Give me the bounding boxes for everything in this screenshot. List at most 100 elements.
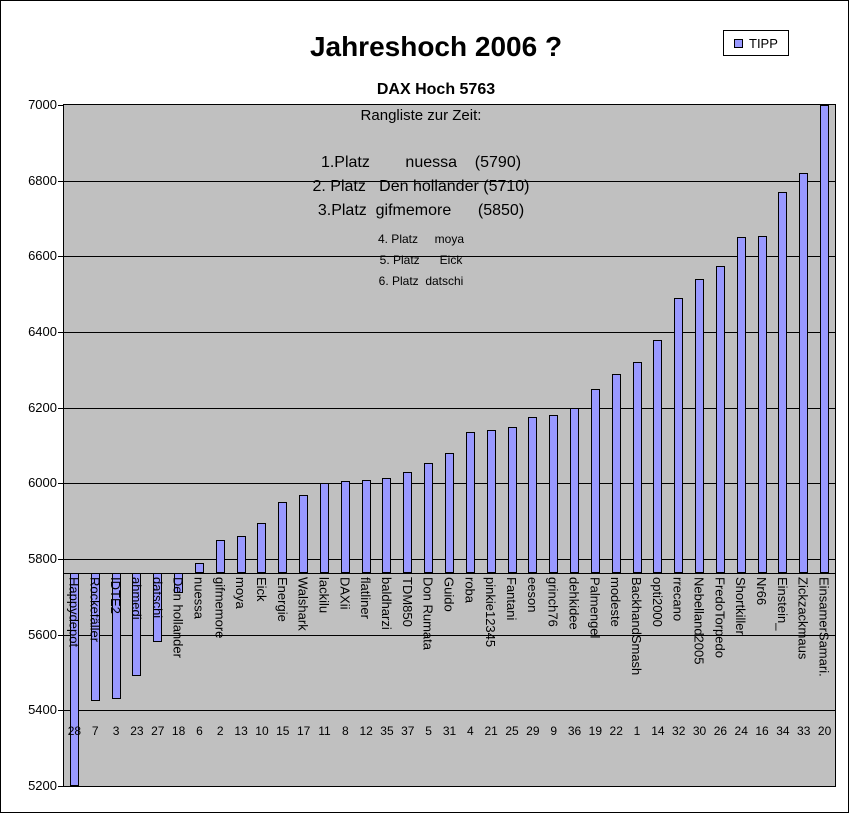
category-number: 9 xyxy=(550,724,558,738)
legend-swatch-icon xyxy=(734,38,743,48)
category-label: grinch76 xyxy=(545,576,561,627)
category-number: 33 xyxy=(797,724,811,738)
category-label: Shortkiller xyxy=(733,576,749,635)
bar xyxy=(736,237,746,573)
ranking-heading: Rangliste zur Zeit: xyxy=(360,107,482,124)
bar xyxy=(590,388,600,573)
category-label: roba xyxy=(462,576,478,604)
category-label: TDM850 xyxy=(399,576,415,627)
category-number: 5 xyxy=(425,724,432,738)
category-number: 22 xyxy=(609,724,623,738)
category-label: Happydepot xyxy=(66,576,82,648)
gridline xyxy=(64,180,835,182)
bar xyxy=(778,192,788,573)
bar xyxy=(715,265,725,573)
y-axis-label: 5800 xyxy=(28,551,57,566)
category-label: moya xyxy=(233,576,249,609)
category-number: 28 xyxy=(67,724,82,738)
y-axis-label: 6600 xyxy=(28,248,57,264)
category-label: flatliner xyxy=(358,576,374,619)
category-number: 6 xyxy=(196,724,203,738)
y-axis-label: 7000 xyxy=(28,97,57,112)
category-number: 26 xyxy=(713,724,728,738)
category-number: 30 xyxy=(692,724,707,738)
category-number: 8 xyxy=(341,724,349,738)
category-number: 29 xyxy=(526,724,540,738)
y-axis-label: 6800 xyxy=(28,172,57,188)
category-number: 15 xyxy=(276,724,290,738)
category-label: Walshark xyxy=(295,576,311,631)
category-number: 16 xyxy=(755,724,769,738)
category-label: Nr66 xyxy=(754,576,770,606)
category-number: 17 xyxy=(296,724,311,738)
category-number: 34 xyxy=(776,724,790,738)
category-number: 13 xyxy=(234,724,248,738)
ranking-line-4: 4. Platz moya xyxy=(377,232,465,246)
category-number: 20 xyxy=(817,724,832,738)
y-axis-label: 6400 xyxy=(28,324,57,339)
category-number: 4 xyxy=(466,724,474,738)
chart-subtitle: DAX Hoch 5763 xyxy=(376,81,496,98)
category-label: Nebelland2005 xyxy=(691,576,707,665)
y-axis-tick xyxy=(58,105,63,106)
category-number: 10 xyxy=(255,724,269,738)
y-axis-tick xyxy=(58,786,63,787)
category-label: dehkidee xyxy=(566,576,582,630)
category-label: Fantani xyxy=(504,576,519,621)
category-number: 3 xyxy=(112,724,120,738)
category-axis-line xyxy=(64,572,835,574)
bar xyxy=(132,572,142,677)
category-label: datschi xyxy=(149,576,165,619)
ranking-line-3: 3.Platz gifmemore (5850) xyxy=(317,202,525,219)
category-number: 36 xyxy=(567,724,582,738)
bar xyxy=(111,572,121,699)
y-axis-tick xyxy=(58,483,63,485)
bar xyxy=(695,279,705,573)
category-label: EinsamerSamari. xyxy=(816,576,832,677)
gridline xyxy=(64,710,835,712)
bar xyxy=(445,453,454,573)
ranking-line-1: 1.Platz nuessa (5790) xyxy=(320,154,522,171)
gridline xyxy=(64,407,835,409)
legend-label: TIPP xyxy=(749,35,778,51)
category-number: 11 xyxy=(318,724,331,738)
category-label: Guido xyxy=(441,576,457,612)
y-axis-tick xyxy=(58,559,63,560)
y-axis-tick xyxy=(58,710,63,712)
plot-area: Happydepot Rockefäller IDTE2 ahmedi datschi D… xyxy=(63,104,836,787)
ranking-lines-small: 4. Platz moya 5. Platz Eick 6. Platz dat… xyxy=(226,229,616,292)
y-axis-tick xyxy=(58,407,63,409)
category-number: 1 xyxy=(633,724,641,738)
category-label: FredoTorpedo xyxy=(712,576,728,658)
category-number: 23 xyxy=(130,724,144,738)
category-label: Palmengel xyxy=(587,576,603,639)
bar xyxy=(528,417,538,573)
bar xyxy=(90,572,100,701)
category-number: 7 xyxy=(91,724,99,738)
bar xyxy=(319,483,329,573)
bar xyxy=(215,540,225,573)
category-number: 32 xyxy=(672,724,686,738)
ranking-line-5: 5. Platz Eick xyxy=(379,253,463,267)
category-label: Einstein_ xyxy=(774,576,790,631)
category-number: 35 xyxy=(380,724,394,738)
bar xyxy=(236,536,246,573)
category-label: IDTE2 xyxy=(108,576,124,614)
bar xyxy=(278,502,288,573)
bar xyxy=(340,481,350,573)
ranking-annotation: Rangliste zur Zeit: 1.Platz nuessa (5790… xyxy=(226,107,616,292)
category-label: DAXii xyxy=(337,576,353,610)
y-axis-label: 5400 xyxy=(28,702,57,718)
bar xyxy=(486,430,496,573)
bar xyxy=(465,432,475,573)
category-number: 37 xyxy=(401,724,415,738)
y-axis-label: 6200 xyxy=(28,399,57,415)
category-number: 25 xyxy=(505,724,519,738)
bar xyxy=(653,339,663,573)
bar xyxy=(507,426,517,573)
category-label: baldharzi xyxy=(378,576,394,630)
legend: TIPP xyxy=(723,30,789,56)
bar xyxy=(799,173,809,573)
bar xyxy=(549,415,559,573)
